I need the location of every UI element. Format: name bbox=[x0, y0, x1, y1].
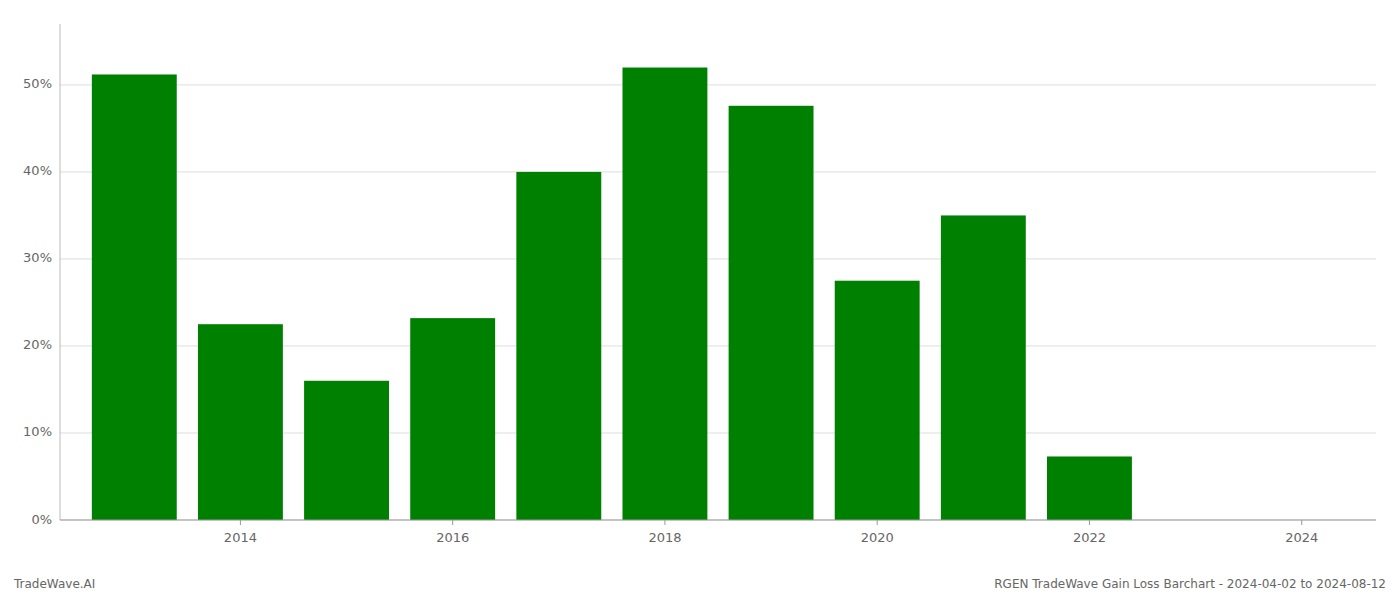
x-tick-label: 2020 bbox=[861, 530, 894, 545]
bar bbox=[198, 324, 283, 520]
bar bbox=[304, 381, 389, 520]
chart-container: 0% 10% 20% 30% 40% 50% 2014 2016 2018 2020 2022 202… bbox=[0, 0, 1400, 600]
x-tick bbox=[877, 520, 878, 525]
y-tick-label: 10% bbox=[23, 424, 52, 439]
y-tick-label: 40% bbox=[23, 163, 52, 178]
bar bbox=[729, 106, 814, 520]
y-tick-label: 50% bbox=[23, 76, 52, 91]
x-tick bbox=[1089, 520, 1090, 525]
y-axis-line bbox=[60, 24, 61, 520]
footer-text: TradeWave.AI bbox=[13, 577, 95, 591]
y-tick-label: 30% bbox=[23, 250, 52, 265]
x-tick-label: 2014 bbox=[224, 530, 257, 545]
y-tick-label: 20% bbox=[23, 337, 52, 352]
x-tick-label: 2022 bbox=[1073, 530, 1106, 545]
x-axis: 2014 2016 2018 2020 2022 2024 bbox=[60, 520, 1376, 545]
x-axis-line bbox=[60, 520, 1376, 521]
y-tick-label: 0% bbox=[31, 512, 52, 527]
grid-line bbox=[60, 258, 1376, 259]
grid-line bbox=[60, 84, 1376, 85]
grid-line bbox=[60, 171, 1376, 172]
x-tick bbox=[452, 520, 453, 525]
bar bbox=[92, 74, 177, 520]
x-tick bbox=[240, 520, 241, 525]
bar bbox=[622, 68, 707, 520]
x-tick bbox=[664, 520, 665, 525]
grid-line bbox=[60, 520, 1376, 521]
y-axis: 0% 10% 20% 30% 40% 50% bbox=[23, 24, 60, 527]
bar bbox=[410, 318, 495, 520]
x-tick-label: 2024 bbox=[1285, 530, 1318, 545]
chart-svg: 0% 10% 20% 30% 40% 50% 2014 2016 2018 2020 2022 202… bbox=[0, 0, 1400, 600]
bars bbox=[92, 68, 1132, 520]
x-tick bbox=[1301, 520, 1302, 525]
bar bbox=[835, 281, 920, 520]
bar bbox=[941, 215, 1026, 520]
y-grid bbox=[60, 85, 1376, 520]
footer-text: RGEN TradeWave Gain Loss Barchart - 2024… bbox=[994, 577, 1386, 591]
bar bbox=[516, 172, 601, 520]
x-tick-label: 2016 bbox=[436, 530, 469, 545]
bar bbox=[1047, 456, 1132, 520]
x-tick-label: 2018 bbox=[648, 530, 681, 545]
footer: TradeWave.AI RGEN TradeWave Gain Loss Bar… bbox=[13, 577, 1386, 591]
